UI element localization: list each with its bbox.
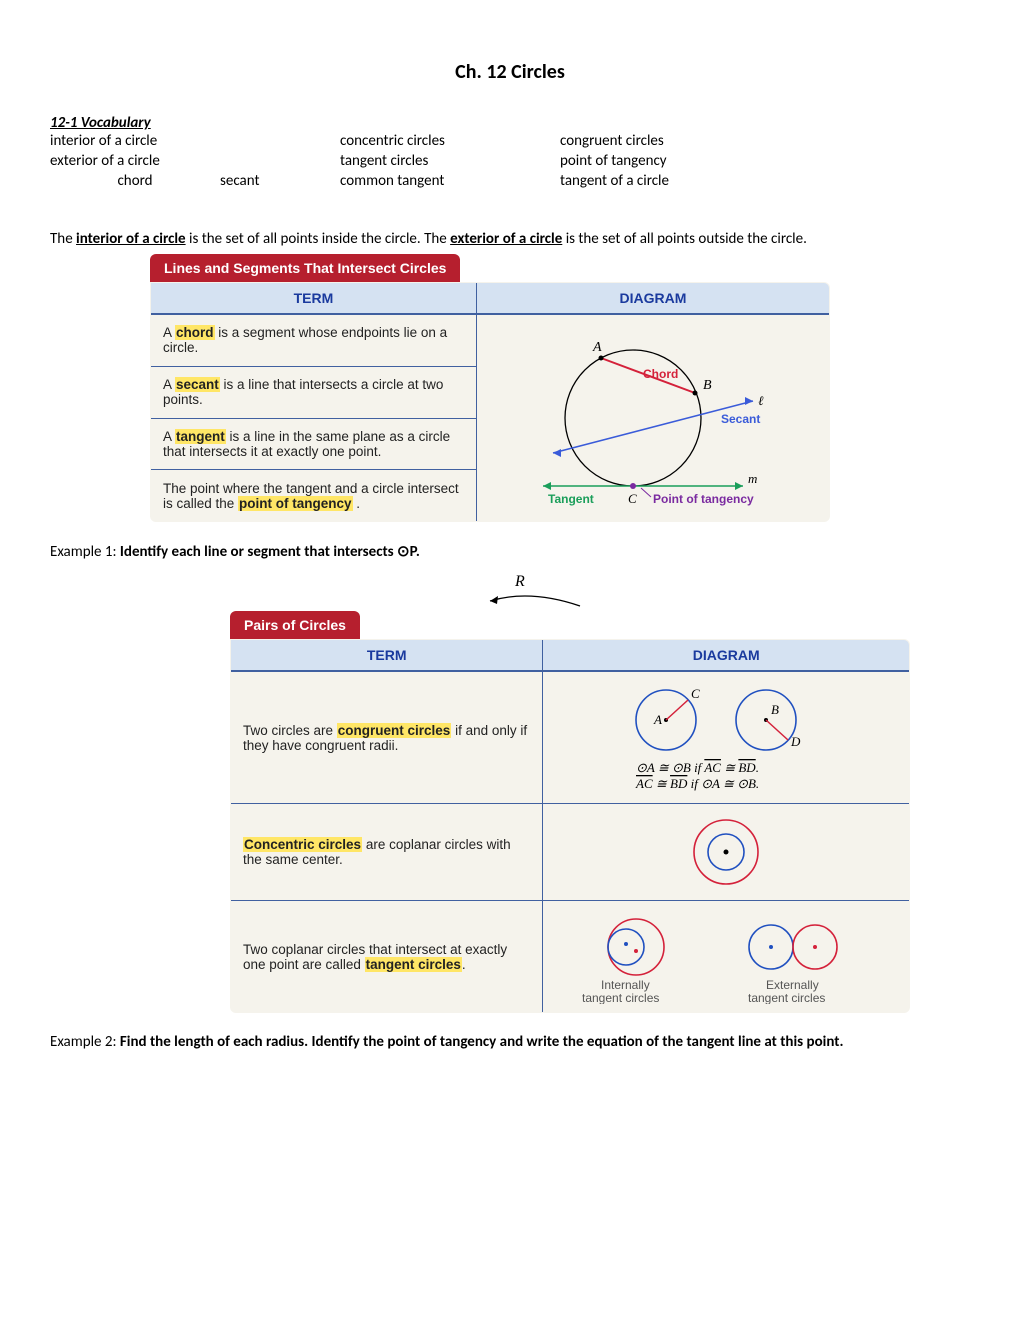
svg-text:m: m — [748, 471, 757, 486]
vocab-term: common tangent — [340, 172, 560, 190]
figure-r: R — [90, 571, 970, 611]
svg-text:Secant: Secant — [721, 412, 760, 426]
diagram-cell: Internally tangent circles Externally ta… — [543, 901, 910, 1013]
term-cell: Two circles are congruent circles if and… — [231, 671, 543, 804]
col-term: TERM — [151, 283, 477, 315]
term-cell: The point where the tangent and a circle… — [151, 470, 477, 522]
example-2: Example 2: Find the length of each radiu… — [50, 1033, 970, 1051]
svg-text:Point of tangency: Point of tangency — [653, 492, 754, 506]
svg-text:Externally: Externally — [766, 978, 819, 992]
vocab-term: tangent circles — [340, 152, 560, 170]
svg-text:Internally: Internally — [601, 978, 650, 992]
svg-text:ℓ: ℓ — [758, 393, 764, 408]
diagram-cell: A C B D ⊙A ≅ ⊙B if AC ≅ BD. AC ≅ BD if ⊙… — [543, 671, 910, 804]
vocab-term: interior of a circle — [50, 132, 220, 150]
term-cell: Two coplanar circles that intersect at e… — [231, 901, 543, 1013]
table-lines-segments: Lines and Segments That Intersect Circle… — [150, 254, 830, 522]
vocab-term: secant — [220, 172, 340, 190]
vocab-term: concentric circles — [340, 132, 560, 150]
r-label: R — [514, 573, 525, 590]
vocab-term: tangent of a circle — [560, 172, 760, 190]
page-title: Ch. 12 Circles — [50, 60, 970, 84]
svg-text:tangent circles: tangent circles — [748, 991, 825, 1004]
svg-text:AC ≅ BD if ⊙A ≅ ⊙B.: AC ≅ BD if ⊙A ≅ ⊙B. — [635, 776, 759, 791]
svg-text:D: D — [790, 734, 801, 749]
svg-text:C: C — [628, 491, 637, 506]
svg-text:C: C — [691, 686, 700, 701]
vocab-term: chord — [50, 172, 220, 190]
vocab-term: exterior of a circle — [50, 152, 220, 170]
vocab-term: point of tangency — [560, 152, 760, 170]
vocab-grid: interior of a circle concentric circles … — [50, 132, 970, 190]
term-cell: A tangent is a line in the same plane as… — [151, 418, 477, 470]
svg-text:tangent circles: tangent circles — [582, 991, 659, 1004]
svg-text:⊙A ≅ ⊙B if AC ≅ BD.: ⊙A ≅ ⊙B if AC ≅ BD. — [636, 760, 759, 775]
col-diagram: DIAGRAM — [476, 283, 829, 315]
intro-paragraph: The interior of a circle is the set of a… — [50, 230, 970, 248]
svg-text:A: A — [653, 712, 662, 727]
svg-text:B: B — [771, 702, 779, 717]
col-diagram: DIAGRAM — [543, 640, 910, 672]
diagram-cell — [543, 804, 910, 901]
col-term: TERM — [231, 640, 543, 672]
term-cell: A secant is a line that intersects a cir… — [151, 366, 477, 418]
term-cell: A chord is a segment whose endpoints lie… — [151, 314, 477, 366]
table-pairs-circles: Pairs of Circles TERM DIAGRAM Two circle… — [230, 611, 910, 1013]
svg-text:Tangent: Tangent — [548, 492, 594, 506]
circle-diagram-1: A B Chord ℓ Secant m Tangent C — [503, 323, 803, 513]
svg-text:A: A — [592, 340, 602, 355]
diagram-cell: A B Chord ℓ Secant m Tangent C — [476, 314, 829, 522]
table-tab: Lines and Segments That Intersect Circle… — [150, 254, 460, 282]
term-cell: Concentric circles are coplanar circles … — [231, 804, 543, 901]
table-tab: Pairs of Circles — [230, 611, 360, 639]
vocab-term: congruent circles — [560, 132, 760, 150]
vocab-heading: 12-1 Vocabulary — [50, 114, 970, 132]
svg-text:B: B — [703, 378, 712, 393]
svg-text:Chord: Chord — [643, 367, 678, 381]
example-1: Example 1: Identify each line or segment… — [50, 542, 970, 561]
